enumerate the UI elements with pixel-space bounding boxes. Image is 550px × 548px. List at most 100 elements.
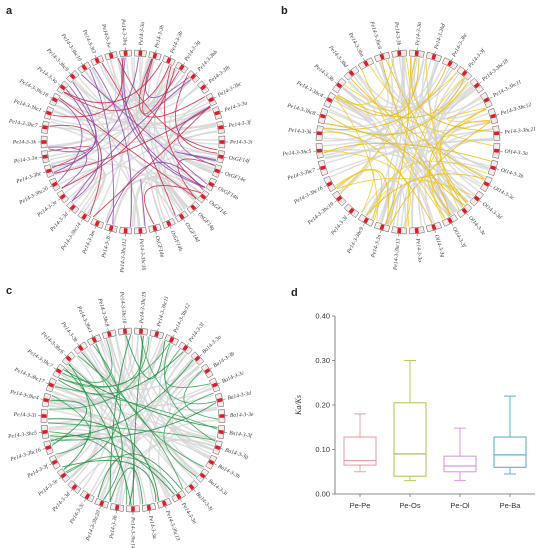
y-axis-title: Ka/Ks: [294, 395, 303, 416]
synteny-link: [57, 351, 184, 395]
synteny-link-gray: [155, 173, 198, 219]
synteny-link-gray: [49, 105, 211, 132]
chromosome-tick: [324, 185, 327, 188]
synteny-link: [427, 107, 487, 217]
chromosome-band: [106, 331, 112, 338]
chromosome-band: [178, 213, 185, 220]
panel-b: b Pe14-3-3a Pe14-3-3hd Pe14-3-3hc Pe14-3-3f P…: [275, 0, 550, 274]
chromosome-band: [200, 84, 207, 91]
synteny-link: [48, 146, 91, 169]
synteny-link: [334, 169, 383, 221]
chromosome-band: [41, 414, 47, 418]
gene-label: Pe14-3-3m: [81, 230, 97, 256]
chromosome-tick: [183, 62, 186, 66]
synteny-link-gray: [160, 68, 209, 118]
gene-label: Pe14-3-3g: [183, 39, 202, 63]
chromosome-band: [490, 113, 497, 119]
synteny-link: [77, 355, 184, 489]
synteny-link-gray: [341, 87, 450, 218]
gene-label: Ba14-3-3i: [207, 478, 229, 497]
chromosome-tick: [347, 212, 350, 216]
chromosome-tick: [109, 49, 111, 53]
synteny-link: [336, 168, 375, 214]
gene-label: Pe14-3-3i: [229, 139, 253, 145]
chromosome-tick: [478, 81, 482, 84]
gene-label: Ol14-3-3e: [467, 215, 487, 237]
chromosome-tick: [109, 231, 111, 235]
chromosome-tick: [219, 171, 223, 174]
gene-label: Pe14-3-3hc18: [480, 58, 509, 84]
chromosome-tick: [115, 510, 117, 514]
chromosome-band: [336, 82, 343, 89]
chromosome-tick: [362, 223, 365, 226]
chromosome-band: [84, 493, 91, 500]
chromosome-tick: [489, 185, 492, 188]
chromosome-band: [319, 165, 326, 171]
colored-links: [48, 57, 218, 227]
synteny-link-gray: [142, 175, 195, 227]
chromosome-band: [414, 227, 419, 234]
chromosome-band: [146, 504, 152, 511]
chromosome-tick: [68, 209, 71, 213]
chromosome-tick: [43, 171, 47, 174]
synteny-link: [53, 57, 140, 173]
chromosome-band: [214, 168, 221, 174]
chromosome-ring: [38, 325, 228, 515]
synteny-link: [163, 343, 216, 442]
chromosome-tick: [172, 334, 175, 338]
gene-label: Ol14-3-3f: [451, 226, 468, 250]
x-tick-label: Pe-Ba: [500, 501, 522, 510]
chromosome-band: [348, 207, 355, 214]
chromosome-tick: [80, 218, 83, 222]
synteny-link: [49, 124, 103, 216]
gene-label: Pe14-3-3hc9: [346, 226, 365, 255]
box-body: [393, 402, 427, 477]
chromosome-tick: [76, 342, 80, 346]
synteny-link: [49, 359, 194, 437]
chromosome-band: [59, 193, 66, 200]
gene-label: Pe14-3-3n: [13, 155, 38, 165]
gene-label: Pe14-3-3l: [187, 321, 206, 344]
synteny-link: [174, 151, 217, 162]
gene-label: Pe14-3-3b: [109, 515, 119, 540]
gene-label: Pe14-3-3ha: [119, 18, 127, 46]
synteny-link: [62, 460, 157, 502]
chromosome-band: [379, 53, 385, 60]
gene-label: Pe14-3-3hc5: [7, 430, 38, 440]
chromosome-tick: [317, 114, 321, 116]
gene-label: Pe14-3-3a: [147, 514, 157, 539]
chromosome-band: [94, 57, 100, 64]
chromosome-band: [81, 213, 88, 220]
chromosome-band: [45, 168, 52, 174]
gene-label: Pe14-3-3hc19: [139, 291, 148, 324]
gene-label: OsGF14d: [183, 222, 200, 244]
chromosome-band: [319, 113, 326, 119]
chromosome-tick: [217, 382, 221, 385]
gene-label: Pe14-3-3hc7: [7, 118, 38, 129]
gene-label: Pe14-3-3f: [466, 46, 487, 70]
synteny-link: [389, 121, 491, 226]
gene-label: Ba14-3-3c: [221, 370, 246, 385]
chromosome-tick: [213, 463, 217, 466]
synteny-link: [50, 400, 87, 446]
chromosome-band: [190, 204, 197, 211]
gene-label: Pe14-3-3w: [100, 23, 112, 49]
gene-label: Pe14-3-3hc13: [164, 509, 181, 542]
synteny-link-gray: [155, 130, 218, 221]
synteny-link-gray: [109, 336, 124, 380]
gene-label: Pe14-3-3hc10: [118, 291, 127, 324]
synteny-link-gray: [335, 96, 433, 224]
synteny-link: [335, 97, 378, 222]
synteny-link: [323, 142, 491, 162]
chromosome-tick: [213, 185, 217, 188]
chromosome-band: [42, 154, 48, 159]
chromosome-band: [55, 368, 62, 374]
synteny-link: [48, 431, 128, 505]
chromosome-band: [461, 207, 468, 214]
chromosome-tick: [347, 68, 350, 72]
chromosome-band: [447, 217, 453, 224]
synteny-link-gray: [129, 439, 215, 505]
chromosome-band: [114, 504, 120, 511]
gene-label: Ol14-3-3d: [481, 201, 503, 221]
gene-label: Pe14-3-3hc: [451, 32, 469, 59]
